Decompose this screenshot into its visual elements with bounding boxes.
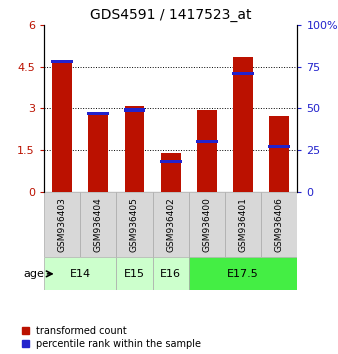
Bar bbox=[80, 192, 116, 257]
Bar bbox=[269, 116, 289, 192]
Text: GSM936402: GSM936402 bbox=[166, 197, 175, 252]
Bar bbox=[197, 110, 217, 192]
Bar bbox=[196, 140, 218, 143]
Bar bbox=[51, 60, 73, 63]
Bar bbox=[189, 257, 297, 290]
Text: E17.5: E17.5 bbox=[227, 269, 259, 279]
Bar bbox=[123, 108, 145, 112]
Bar bbox=[261, 192, 297, 257]
Bar bbox=[116, 257, 152, 290]
Bar bbox=[161, 153, 180, 192]
Bar bbox=[152, 192, 189, 257]
Bar bbox=[233, 57, 253, 192]
Text: GSM936401: GSM936401 bbox=[239, 197, 248, 252]
Bar bbox=[87, 112, 109, 115]
Bar bbox=[88, 114, 108, 192]
Bar bbox=[52, 59, 72, 192]
Text: age: age bbox=[23, 269, 44, 279]
Bar bbox=[152, 257, 189, 290]
Bar bbox=[225, 192, 261, 257]
Title: GDS4591 / 1417523_at: GDS4591 / 1417523_at bbox=[90, 8, 251, 22]
Bar bbox=[160, 160, 182, 164]
Bar bbox=[232, 72, 254, 75]
Text: GSM936400: GSM936400 bbox=[202, 197, 211, 252]
Bar bbox=[268, 145, 290, 148]
Bar bbox=[44, 192, 80, 257]
Bar bbox=[189, 192, 225, 257]
Text: GSM936405: GSM936405 bbox=[130, 197, 139, 252]
Text: E15: E15 bbox=[124, 269, 145, 279]
Text: GSM936404: GSM936404 bbox=[94, 197, 103, 252]
Text: E14: E14 bbox=[70, 269, 91, 279]
Bar bbox=[44, 257, 116, 290]
Bar bbox=[116, 192, 152, 257]
Text: GSM936403: GSM936403 bbox=[57, 197, 67, 252]
Text: GSM936406: GSM936406 bbox=[275, 197, 284, 252]
Bar bbox=[124, 106, 144, 192]
Legend: transformed count, percentile rank within the sample: transformed count, percentile rank withi… bbox=[22, 326, 201, 349]
Text: E16: E16 bbox=[160, 269, 181, 279]
